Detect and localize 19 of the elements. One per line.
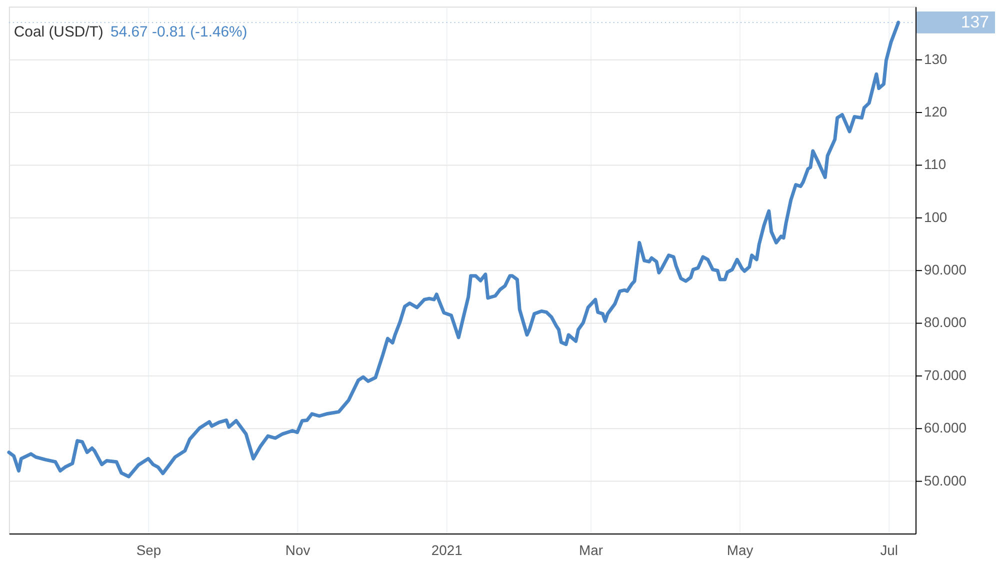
x-tick-label: Mar xyxy=(579,542,604,558)
y-tick-label: 70.000 xyxy=(924,366,967,383)
y-tick-label: 60.000 xyxy=(924,420,967,436)
y-tick-label: 100 xyxy=(924,208,948,225)
x-tick-label: May xyxy=(726,542,754,558)
y-tick-label: 110 xyxy=(924,156,946,172)
y-tick-label: 90.000 xyxy=(924,262,967,278)
y-tick-label: 50.000 xyxy=(924,472,967,488)
x-tick-label: Sep xyxy=(136,542,162,558)
y-tick-label: 80.000 xyxy=(924,314,967,330)
y-tick-label: 120 xyxy=(924,103,948,120)
x-tick-label: 2021 xyxy=(431,542,463,558)
y-tick-label: 130 xyxy=(924,50,948,67)
text: Coal (USD/T) xyxy=(14,24,104,40)
ref-line-label: 137 xyxy=(960,12,990,32)
text: 54.67 -0.81 (-1.46%) xyxy=(110,24,248,40)
x-tick-label: Nov xyxy=(285,542,310,558)
line-series xyxy=(7,20,900,478)
x-tick-label: Jul xyxy=(880,542,898,558)
